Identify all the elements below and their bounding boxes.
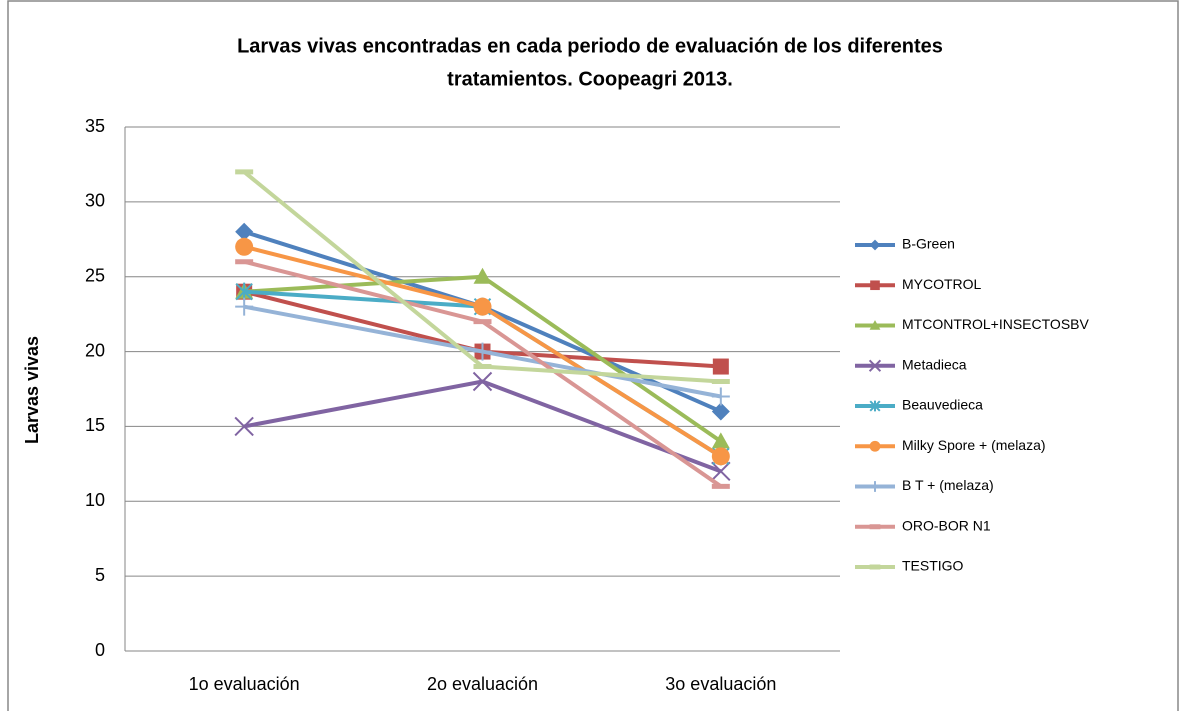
marker: [711, 387, 730, 406]
marker: [870, 280, 880, 291]
legend-label: B T + (melaza): [902, 477, 994, 493]
y-tick-label: 20: [85, 340, 105, 360]
y-axis-label: Larvas vivas: [22, 336, 42, 444]
y-tick-label: 10: [85, 490, 105, 510]
y-tick-label: 30: [85, 191, 105, 211]
legend-label: MTCONTROL+INSECTOSBV: [902, 316, 1089, 332]
marker: [235, 297, 254, 316]
chart-title: tratamientos. Coopeagri 2013.: [447, 68, 733, 90]
marker: [235, 222, 254, 241]
marker: [869, 320, 881, 330]
legend-label: B-Green: [902, 236, 955, 252]
y-tick-label: 35: [85, 116, 105, 136]
marker: [235, 237, 254, 256]
chart-title: Larvas vivas encontradas en cada periodo…: [237, 35, 943, 57]
x-tick-label: 3o evaluación: [665, 674, 776, 694]
y-tick-label: 15: [85, 415, 105, 435]
marker: [473, 342, 492, 361]
marker: [711, 432, 730, 449]
legend-label: Metadieca: [902, 356, 967, 372]
marker: [869, 400, 881, 412]
marker: [473, 267, 492, 284]
marker: [711, 402, 730, 421]
marker: [869, 440, 881, 452]
marker: [472, 371, 493, 392]
legend-label: Milky Spore + (melaza): [902, 437, 1046, 453]
x-tick-label: 1o evaluación: [189, 674, 300, 694]
marker: [473, 297, 492, 316]
marker: [711, 461, 731, 482]
y-tick-label: 0: [95, 640, 105, 660]
marker: [711, 447, 730, 466]
legend-label: ORO-BOR N1: [902, 517, 991, 533]
marker: [869, 481, 881, 492]
legend-label: Beauvedieca: [902, 397, 983, 413]
marker: [868, 359, 882, 372]
marker: [712, 358, 729, 375]
x-tick-label: 2o evaluación: [427, 674, 538, 694]
marker: [234, 416, 254, 437]
legend-label: TESTIGO: [902, 558, 964, 574]
marker: [869, 239, 881, 251]
legend-label: MYCOTROL: [902, 276, 982, 292]
y-tick-label: 25: [85, 265, 105, 285]
y-tick-label: 5: [95, 565, 105, 585]
